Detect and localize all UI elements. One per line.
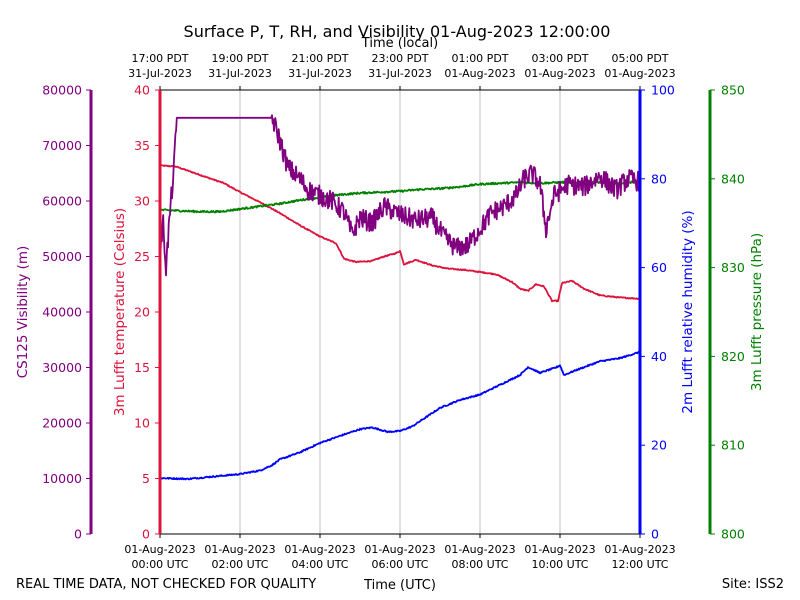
pressure-tick-label: 810 bbox=[721, 438, 745, 453]
temperature-tick-label: 20 bbox=[134, 305, 150, 320]
pressure-tick-label: 830 bbox=[721, 260, 745, 275]
visibility-tick-label: 80000 bbox=[42, 83, 82, 98]
visibility-tick-label: 30000 bbox=[42, 360, 82, 375]
x-tick-label-local-date: 31-Jul-2023 bbox=[368, 67, 432, 80]
humidity-tick-label: 0 bbox=[651, 527, 659, 542]
x-tick-label-utc-time: 12:00 UTC bbox=[611, 558, 668, 571]
gridlines bbox=[239, 90, 561, 534]
x-tick-label-utc-date: 01-Aug-2023 bbox=[124, 543, 195, 556]
x-tick-label-local-date: 31-Jul-2023 bbox=[128, 67, 192, 80]
visibility-tick-label: 0 bbox=[74, 527, 82, 542]
temperature-tick-label: 0 bbox=[142, 527, 150, 542]
x-tick-label-local-time: 05:00 PDT bbox=[611, 52, 668, 65]
x-tick-label-local-time: 17:00 PDT bbox=[131, 52, 188, 65]
top-axis-label: Time (local) bbox=[361, 36, 438, 51]
humidity-tick-label: 40 bbox=[651, 349, 667, 364]
axes-group: 01-Aug-2023 00:00 UTC 01-Aug-2023 02:00 UTC… bbox=[15, 52, 765, 571]
x-tick-label-utc-date: 01-Aug-2023 bbox=[604, 543, 675, 556]
humidity-tick-label: 20 bbox=[651, 438, 667, 453]
pressure-tick-label: 800 bbox=[721, 527, 745, 542]
visibility-tick-label: 70000 bbox=[42, 138, 82, 153]
series-group bbox=[159, 114, 641, 481]
x-tick-label-local-date: 31-Jul-2023 bbox=[288, 67, 352, 80]
x-tick-label-utc-time: 00:00 UTC bbox=[131, 558, 188, 571]
x-tick-label-local-date: 31-Jul-2023 bbox=[208, 67, 272, 80]
x-tick-label-utc-time: 06:00 UTC bbox=[371, 558, 428, 571]
visibility-tick-label: 10000 bbox=[42, 471, 82, 486]
x-tick-label-utc-date: 01-Aug-2023 bbox=[284, 543, 355, 556]
x-tick-label-utc-date: 01-Aug-2023 bbox=[204, 543, 275, 556]
x-axis-label: Time (UTC) bbox=[363, 578, 436, 593]
x-tick-label-local-date: 01-Aug-2023 bbox=[444, 67, 515, 80]
x-tick-label-utc-time: 02:00 UTC bbox=[211, 558, 268, 571]
visibility-tick-label: 20000 bbox=[42, 416, 82, 431]
pressure-tick-label: 850 bbox=[721, 83, 745, 98]
x-tick-label-utc-time: 08:00 UTC bbox=[451, 558, 508, 571]
x-tick-label-local-time: 19:00 PDT bbox=[211, 52, 268, 65]
temperature-tick-label: 15 bbox=[134, 360, 150, 375]
visibility-tick-label: 60000 bbox=[42, 194, 82, 209]
x-tick-label-local-time: 21:00 PDT bbox=[291, 52, 348, 65]
x-tick-label-local-time: 01:00 PDT bbox=[451, 52, 508, 65]
visibility-tick-label: 50000 bbox=[42, 249, 82, 264]
x-tick-label-local-time: 23:00 PDT bbox=[371, 52, 428, 65]
humidity-tick-label: 60 bbox=[651, 260, 667, 275]
visibility-tick-label: 40000 bbox=[42, 305, 82, 320]
pressure-tick-label: 840 bbox=[721, 171, 745, 186]
x-tick-label-local-time: 03:00 PDT bbox=[531, 52, 588, 65]
humidity-axis-label: 2m Lufft relative humidity (%) bbox=[680, 210, 696, 413]
humidity-line bbox=[159, 350, 641, 481]
footer-quality-note: REAL TIME DATA, NOT CHECKED FOR QUALITY bbox=[16, 577, 316, 592]
pressure-tick-label: 820 bbox=[721, 349, 745, 364]
visibility-axis-label: CS125 Visibility (m) bbox=[15, 246, 31, 379]
x-tick-label-utc-time: 04:00 UTC bbox=[291, 558, 348, 571]
temperature-tick-label: 40 bbox=[134, 83, 150, 98]
visibility-line bbox=[159, 114, 641, 277]
temperature-tick-label: 35 bbox=[134, 138, 150, 153]
temperature-tick-label: 30 bbox=[134, 194, 150, 209]
temperature-line bbox=[159, 164, 641, 303]
footer-site: Site: ISS2 bbox=[722, 577, 784, 592]
x-tick-label-utc-time: 10:00 UTC bbox=[531, 558, 588, 571]
x-tick-label-utc-date: 01-Aug-2023 bbox=[524, 543, 595, 556]
temperature-tick-label: 10 bbox=[134, 416, 150, 431]
x-tick-label-utc-date: 01-Aug-2023 bbox=[444, 543, 515, 556]
x-tick-label-local-date: 01-Aug-2023 bbox=[604, 67, 675, 80]
temperature-axis-label: 3m Lufft temperature (Celsius) bbox=[112, 208, 128, 416]
temperature-tick-label: 5 bbox=[142, 471, 150, 486]
chart-title: Surface P, T, RH, and Visibility 01-Aug-… bbox=[184, 22, 611, 41]
x-tick-label-utc-date: 01-Aug-2023 bbox=[364, 543, 435, 556]
x-tick-label-local-date: 01-Aug-2023 bbox=[524, 67, 595, 80]
humidity-tick-label: 80 bbox=[651, 171, 667, 186]
pressure-axis-label: 3m Lufft pressure (hPa) bbox=[749, 233, 765, 391]
temperature-tick-label: 25 bbox=[134, 249, 150, 264]
humidity-tick-label: 100 bbox=[651, 83, 675, 98]
